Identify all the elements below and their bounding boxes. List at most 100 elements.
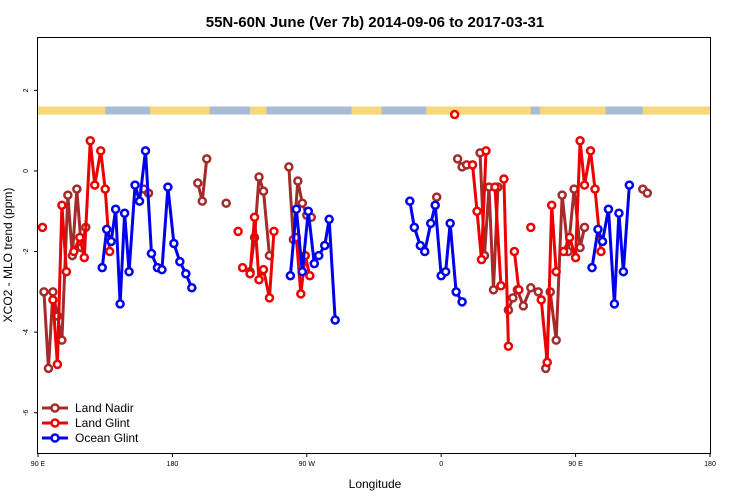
data-point xyxy=(451,287,461,297)
series-ocean-glint xyxy=(97,146,635,325)
data-point xyxy=(85,135,96,146)
data-point xyxy=(503,341,514,351)
data-point xyxy=(303,206,314,217)
data-point xyxy=(481,146,491,156)
data-point xyxy=(467,160,478,170)
data-point xyxy=(430,200,440,210)
series-line xyxy=(248,215,276,300)
y-tick-label: -4 xyxy=(23,329,30,335)
x-axis: 90 E 180 90 W 0 90 E 180 xyxy=(31,453,716,468)
series-line xyxy=(502,178,510,347)
data-point xyxy=(590,184,600,194)
data-point xyxy=(570,252,581,263)
data-point xyxy=(249,212,260,223)
data-point xyxy=(181,268,191,279)
data-point xyxy=(431,192,442,202)
x-tick-label: 180 xyxy=(167,461,179,468)
data-point xyxy=(614,208,624,219)
legend-label: Land Nadir xyxy=(75,401,134,415)
data-point xyxy=(57,200,67,210)
data-point xyxy=(63,190,73,200)
data-point xyxy=(542,357,552,368)
band-land-segment xyxy=(250,106,267,115)
data-point xyxy=(52,359,63,370)
data-point xyxy=(564,232,575,243)
legend-marker xyxy=(50,403,60,413)
data-point xyxy=(37,222,48,233)
data-point xyxy=(95,146,106,156)
data-point xyxy=(587,262,597,273)
data-point xyxy=(579,180,590,190)
data-point xyxy=(264,293,275,303)
data-point xyxy=(405,196,415,206)
data-point xyxy=(425,218,436,229)
data-point xyxy=(551,266,561,277)
chart-title: 55N-60N June (Ver 7b) 2014-09-06 to 2017… xyxy=(206,14,545,31)
data-point xyxy=(514,285,524,295)
data-point xyxy=(163,182,173,192)
data-point xyxy=(296,289,306,299)
data-point xyxy=(585,146,596,156)
data-point xyxy=(546,200,557,210)
data-point xyxy=(452,154,463,164)
data-point xyxy=(558,246,569,257)
data-point xyxy=(593,224,603,235)
data-point xyxy=(254,172,264,182)
data-point xyxy=(499,174,509,184)
y-tick-label: -2 xyxy=(23,248,30,254)
legend-label: Land Glint xyxy=(75,416,130,430)
series-line xyxy=(51,203,68,366)
data-point xyxy=(526,283,536,293)
series-line xyxy=(512,251,521,290)
data-point xyxy=(609,299,620,309)
x-tick-label: 90 E xyxy=(31,461,46,468)
band-land-segment xyxy=(38,106,106,115)
series-line xyxy=(408,200,464,303)
data-point xyxy=(518,301,529,311)
data-point xyxy=(89,180,100,190)
data-point xyxy=(48,295,58,305)
band-land-segment xyxy=(539,106,606,115)
land-ocean-band xyxy=(38,106,710,115)
data-point xyxy=(440,266,451,277)
data-point xyxy=(124,266,134,277)
legend-marker xyxy=(50,418,60,428)
data-point xyxy=(305,270,315,281)
data-point xyxy=(596,246,606,257)
data-point xyxy=(457,297,467,307)
data-point xyxy=(415,240,426,251)
data-point xyxy=(569,184,579,194)
data-point xyxy=(642,188,653,198)
data-point xyxy=(533,287,544,297)
data-point xyxy=(146,248,157,259)
series-line xyxy=(544,187,587,369)
data-point xyxy=(197,196,208,206)
data-point xyxy=(490,182,500,192)
band-land-segment xyxy=(426,106,531,115)
legend-marker xyxy=(50,433,60,443)
data-point xyxy=(575,242,585,253)
data-point xyxy=(297,266,308,277)
data-point xyxy=(258,186,269,196)
data-point xyxy=(285,270,296,281)
data-point xyxy=(579,222,590,233)
data-point xyxy=(536,295,547,305)
data-point xyxy=(488,285,499,295)
data-point xyxy=(508,293,518,303)
data-point xyxy=(119,208,130,219)
data-point xyxy=(79,252,90,263)
y-tick-label: -6 xyxy=(23,409,30,415)
data-point xyxy=(115,299,125,309)
data-point xyxy=(293,176,303,186)
data-point xyxy=(319,240,330,251)
data-point xyxy=(39,287,49,297)
data-point xyxy=(297,198,308,208)
y-axis-title: XCO2 - MLO trend (ppm) xyxy=(1,188,15,323)
data-point xyxy=(61,266,72,277)
data-point xyxy=(526,222,536,233)
data-point xyxy=(193,178,203,188)
y-tick-label: 2 xyxy=(23,88,30,92)
series-layer xyxy=(37,109,653,374)
data-point xyxy=(309,258,320,269)
